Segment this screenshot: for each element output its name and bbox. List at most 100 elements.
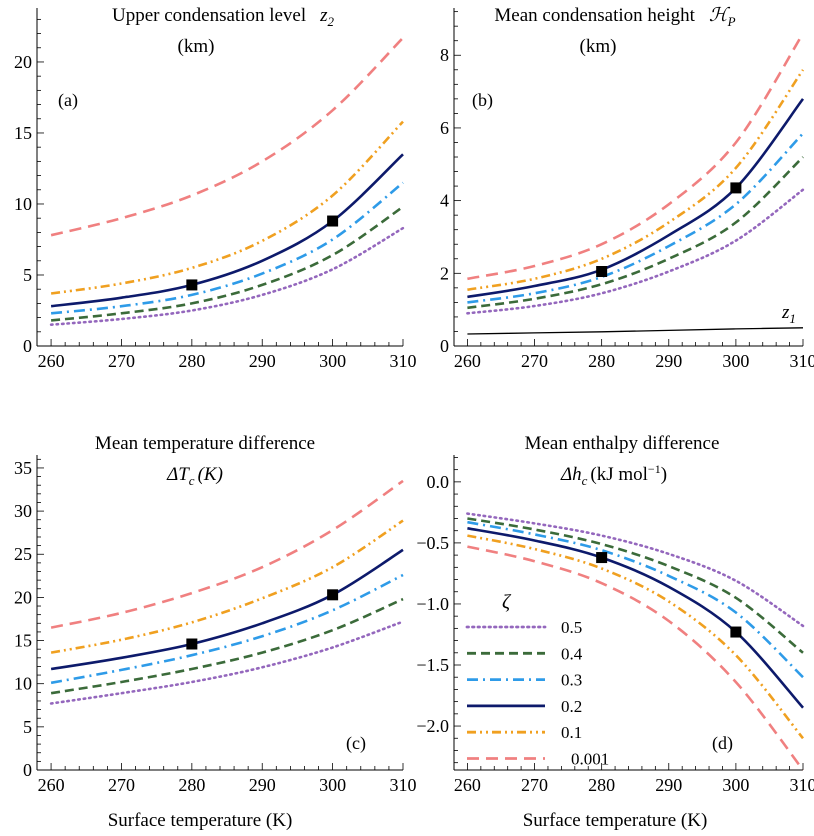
series-line-0_1 xyxy=(50,519,404,654)
series-line-0_001 xyxy=(467,545,805,771)
series-line-0_5 xyxy=(466,512,805,628)
y-tick-label: 2 xyxy=(440,263,449,283)
x-tick-label: 300 xyxy=(722,351,749,371)
x-tick-label: 270 xyxy=(108,775,135,795)
x-tick-label: 310 xyxy=(790,351,814,371)
x-tick-label: 300 xyxy=(319,351,346,371)
y-tick-label: 10 xyxy=(14,194,32,214)
x-tick-label: 280 xyxy=(178,351,205,371)
x-tick-label: 310 xyxy=(390,775,417,795)
series-line-0_2 xyxy=(50,153,404,308)
x-tick-label: 260 xyxy=(38,351,65,371)
panel-d-yticks: 0.0 −0.5 −1.0 −1.5 −2.0 xyxy=(416,457,461,764)
series-line-0_001 xyxy=(50,36,404,237)
panel-d-xticks: 260 270 280 290 300 310 xyxy=(454,763,814,795)
y-tick-label: 15 xyxy=(14,123,32,143)
panel-c-xlabel: Surface temperature (K) xyxy=(108,810,293,831)
y-tick-label: 20 xyxy=(14,52,32,72)
x-tick-label: 310 xyxy=(790,775,814,795)
x-tick-label: 280 xyxy=(588,351,615,371)
marker-square xyxy=(186,638,198,650)
series-line-0_1 xyxy=(467,534,805,740)
series-line-0_5 xyxy=(466,188,805,315)
marker-square xyxy=(730,626,742,638)
series-line-0_5 xyxy=(49,226,405,326)
series-line-0_3 xyxy=(50,181,404,315)
x-tick-label: 270 xyxy=(108,351,135,371)
x-tick-label: 290 xyxy=(249,775,276,795)
legend-entries: 0.5 0.4 0.3 0.2 0.1 0.001 xyxy=(465,618,609,769)
legend-title: ζ xyxy=(502,591,512,613)
x-tick-label: 290 xyxy=(655,775,682,795)
marker-square xyxy=(186,279,198,291)
legend-label: 0.5 xyxy=(561,618,582,637)
y-tick-label: 0 xyxy=(440,336,449,356)
y-tick-label: −0.5 xyxy=(416,533,449,553)
panel-c-title: Mean temperature difference xyxy=(95,433,315,454)
panel-b-unit: (km) xyxy=(580,36,617,57)
marker-square xyxy=(327,215,339,227)
x-tick-label: 260 xyxy=(454,351,481,371)
series-line-0_3 xyxy=(467,132,804,304)
legend-label: 0.1 xyxy=(561,723,582,742)
series-line-0_001 xyxy=(467,32,805,281)
y-tick-label: 25 xyxy=(14,544,32,564)
x-tick-label: 270 xyxy=(521,351,548,371)
panel-d-xlabel: Surface temperature (K) xyxy=(523,810,708,831)
panel-b-title: Mean condensation height ℋP xyxy=(494,5,735,29)
series-line-0_5 xyxy=(49,620,405,705)
x-tick-label: 270 xyxy=(521,775,548,795)
panel-b-plot xyxy=(453,8,805,347)
y-tick-label: 8 xyxy=(440,45,449,65)
y-tick-label: 20 xyxy=(14,587,32,607)
y-tick-label: 35 xyxy=(14,458,32,478)
series-line-0_4 xyxy=(50,597,404,695)
panel-b: Mean condensation height ℋP (km) (b) z1 0… xyxy=(440,5,814,371)
series-line-0_2 xyxy=(467,527,804,709)
y-tick-label: 0 xyxy=(23,760,32,780)
legend-label: 0.2 xyxy=(561,697,582,716)
legend-label: 0.4 xyxy=(561,644,583,663)
legend-label: 0.001 xyxy=(571,750,609,769)
x-tick-label: 290 xyxy=(655,351,682,371)
panel-c-xticks: 260 270 280 290 300 310 xyxy=(38,763,417,795)
series-line-0_1 xyxy=(467,69,805,291)
z1-line xyxy=(467,327,804,335)
panel-b-xticks: 260 270 280 290 300 310 xyxy=(454,339,814,371)
y-tick-label: 5 xyxy=(23,717,32,737)
x-tick-label: 310 xyxy=(390,351,417,371)
panel-a: Upper condensation level z2 (km) (a) 0 5 10… xyxy=(14,5,417,371)
y-tick-label: 6 xyxy=(440,118,449,138)
series-line-0_2 xyxy=(467,98,805,299)
panel-b-label: (b) xyxy=(472,90,493,111)
y-tick-label: −1.5 xyxy=(416,655,449,675)
panel-c-label: (c) xyxy=(346,733,366,754)
y-tick-label: 0 xyxy=(23,336,32,356)
panel-d-unit: Δhc (kJ mol−1) xyxy=(560,462,667,488)
y-tick-label: 5 xyxy=(23,265,32,285)
y-tick-label: 0.0 xyxy=(427,472,450,492)
panel-d-plot xyxy=(453,455,805,771)
panel-c: Mean temperature difference ΔTc (K) (c) S… xyxy=(14,433,417,831)
panel-a-label: (a) xyxy=(58,90,78,111)
x-tick-label: 280 xyxy=(178,775,205,795)
x-tick-label: 290 xyxy=(249,351,276,371)
marker-square xyxy=(596,265,608,277)
x-tick-label: 300 xyxy=(319,775,346,795)
legend-label: 0.3 xyxy=(561,671,582,690)
series-line-0_001 xyxy=(50,479,404,629)
marker-square xyxy=(596,552,608,564)
y-tick-label: −1.0 xyxy=(416,594,449,614)
panel-a-unit: (km) xyxy=(178,36,215,57)
panel-a-plot xyxy=(36,8,405,347)
panel-d-label: (d) xyxy=(712,733,733,754)
y-tick-label: 10 xyxy=(14,674,32,694)
legend: ζ 0.5 0.4 0.3 0.2 0.1 0.001 xyxy=(465,591,609,769)
x-tick-label: 300 xyxy=(722,775,749,795)
x-tick-label: 280 xyxy=(588,775,615,795)
y-tick-label: 30 xyxy=(14,501,32,521)
panel-b-yticks: 0 2 4 6 8 xyxy=(440,11,461,356)
z1-line-label: z1 xyxy=(781,302,796,326)
x-tick-label: 260 xyxy=(38,775,65,795)
